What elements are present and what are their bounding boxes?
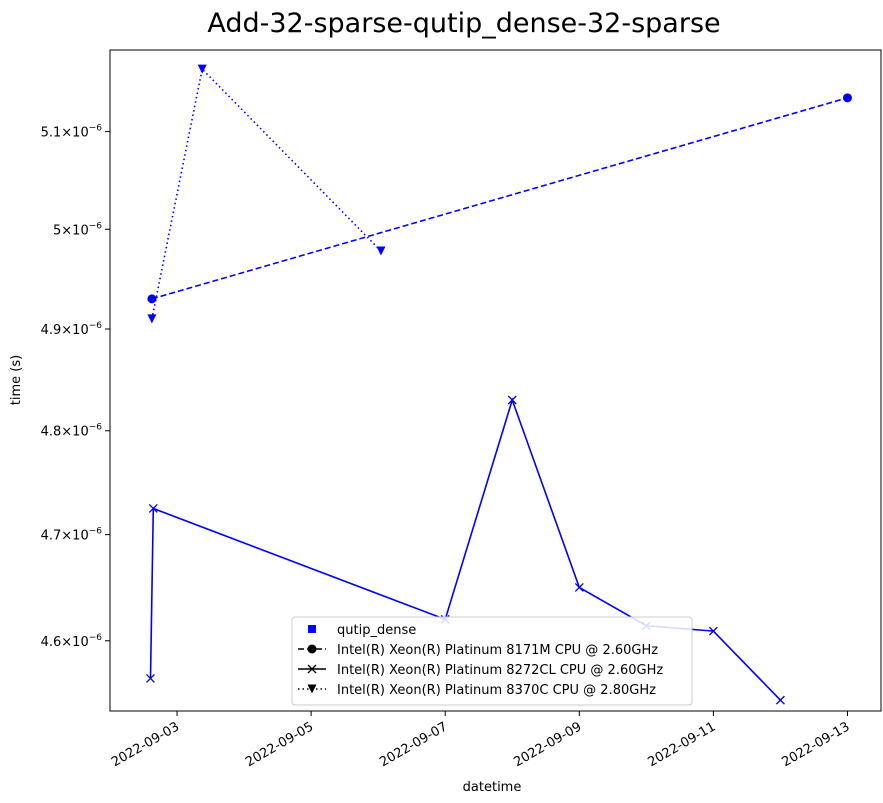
- legend-box: [291, 616, 693, 706]
- data-point: [147, 294, 157, 304]
- y-tick-mantissa: 4.9: [41, 323, 62, 338]
- data-point: [775, 695, 785, 705]
- data-point: [376, 246, 386, 256]
- plot-frame: [109, 49, 882, 712]
- legend-entry: Intel(R) Xeon(R) Platinum 8272CL CPU @ 2…: [298, 663, 663, 678]
- x-axis: 2022-09-03 2022-09-05 2022-09-07 2022-09-09…: [109, 711, 852, 770]
- data-point-shape: [775, 695, 785, 705]
- x-tick-label: 2022-09-13: [780, 719, 853, 770]
- series-line: [151, 97, 848, 300]
- data-point: [708, 626, 718, 636]
- y-tick-label: 5.1×10−6: [41, 124, 103, 141]
- y-tick-exponent: −6: [89, 423, 103, 433]
- data-point: [574, 582, 584, 592]
- y-tick-exponent: −6: [89, 221, 103, 231]
- data-point: [148, 504, 158, 513]
- y-tick-label: 4.9×10−6: [41, 321, 103, 338]
- legend: qutip_dense Intel(R) Xeon(R) Platinum 817…: [291, 616, 693, 706]
- series-line: [151, 67, 382, 320]
- legend-triangle-marker: [307, 684, 317, 694]
- data-point-shape: [507, 395, 517, 405]
- y-tick-exponent: −6: [89, 633, 103, 643]
- legend-square-marker: [308, 625, 316, 633]
- data-point: [507, 395, 517, 405]
- y-tick-exponent: −6: [89, 527, 103, 537]
- legend-entry: Intel(R) Xeon(R) Platinum 8171M CPU @ 2.…: [298, 643, 658, 658]
- data-point-shape: [574, 582, 584, 592]
- x-tick-label: 2022-09-07: [377, 719, 450, 770]
- data-point: [197, 64, 207, 74]
- y-tick-exponent: −6: [89, 321, 103, 331]
- x-tick-label: 2022-09-09: [511, 719, 584, 770]
- legend-label: Intel(R) Xeon(R) Platinum 8272CL CPU @ 2…: [337, 663, 663, 678]
- y-tick-base: 10: [72, 529, 89, 544]
- plot-area: [146, 64, 852, 705]
- y-tick-times: ×: [61, 323, 72, 338]
- y-tick-times: ×: [61, 635, 72, 650]
- y-tick-base: 10: [72, 223, 89, 238]
- data-point-shape: [708, 626, 718, 636]
- series-line: [149, 397, 782, 701]
- chart-title: Add-32-sparse-qutip_dense-32-sparse: [207, 8, 720, 39]
- series-3: [147, 64, 386, 324]
- legend-label: qutip_dense: [337, 623, 416, 638]
- data-point-shape: [146, 674, 155, 683]
- y-tick-label: 4.6×10−6: [41, 633, 103, 650]
- y-tick-label: 5×10−6: [53, 221, 102, 238]
- y-tick-times: ×: [61, 425, 72, 440]
- series-1: [147, 93, 852, 304]
- legend-x-marker: [307, 664, 317, 674]
- y-tick-times: ×: [61, 529, 72, 544]
- y-tick-base: 10: [72, 126, 89, 141]
- y-tick-mantissa: 5: [53, 223, 61, 238]
- y-tick-base: 10: [72, 635, 89, 650]
- y-tick-mantissa: 4.7: [41, 529, 62, 544]
- x-tick-label: 2022-09-11: [645, 719, 718, 770]
- y-tick-mantissa: 4.8: [41, 425, 62, 440]
- x-tick-label: 2022-09-03: [109, 719, 182, 770]
- data-point: [146, 674, 155, 683]
- data-point-shape: [148, 504, 158, 513]
- y-tick-mantissa: 5.1: [41, 126, 62, 141]
- y-tick-times: ×: [61, 223, 72, 238]
- legend-x-marker-shape: [307, 664, 317, 674]
- y-tick-exponent: −6: [89, 124, 103, 134]
- legend-circle-marker: [307, 644, 317, 654]
- y-tick-label: 4.8×10−6: [41, 423, 103, 440]
- data-point: [842, 93, 852, 103]
- y-tick-label: 4.7×10−6: [41, 527, 103, 544]
- data-point: [147, 314, 157, 324]
- y-axis-label: time (s): [9, 355, 24, 405]
- legend-entry: Intel(R) Xeon(R) Platinum 8370C CPU @ 2.…: [298, 683, 656, 698]
- x-tick-label: 2022-09-05: [243, 719, 316, 770]
- legend-label: Intel(R) Xeon(R) Platinum 8171M CPU @ 2.…: [337, 643, 658, 658]
- y-axis: 4.6×10−64.7×10−64.8×10−64.9×10−65×10−65.…: [41, 124, 110, 650]
- y-tick-base: 10: [72, 425, 89, 440]
- y-tick-base: 10: [72, 323, 89, 338]
- legend-entry: qutip_dense: [308, 623, 416, 638]
- x-axis-label: datetime: [463, 780, 522, 795]
- y-tick-mantissa: 4.6: [41, 635, 62, 650]
- y-tick-times: ×: [61, 126, 72, 141]
- legend-label: Intel(R) Xeon(R) Platinum 8370C CPU @ 2.…: [337, 683, 656, 698]
